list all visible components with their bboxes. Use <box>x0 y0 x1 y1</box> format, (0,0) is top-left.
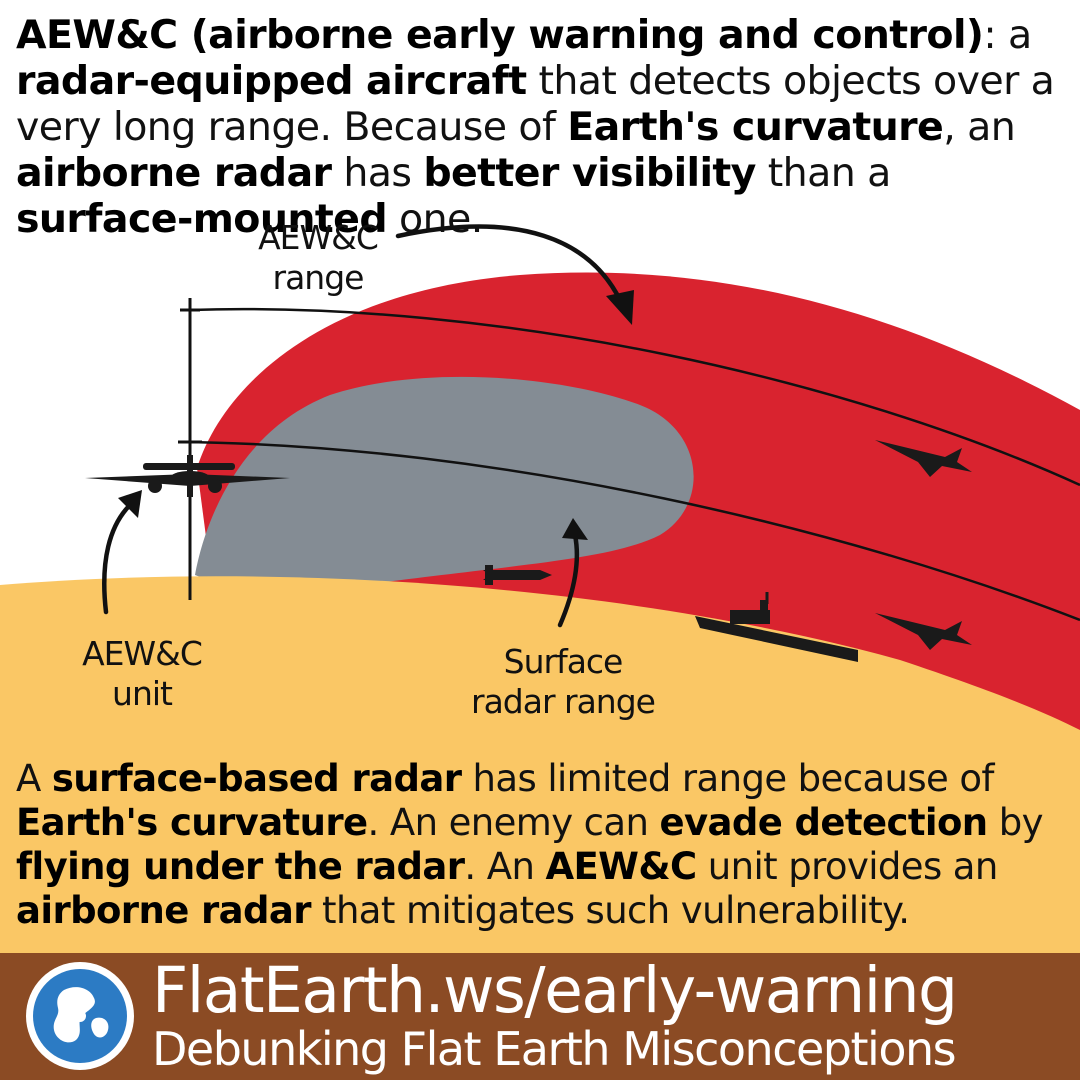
label-surface-radar-range: Surface radar range <box>471 642 656 721</box>
surface-radar-range-area <box>195 376 694 600</box>
enemy-jet-icon <box>875 440 972 477</box>
aewc-sight-line <box>189 307 1080 487</box>
arrowhead <box>118 490 142 518</box>
site-tagline: Debunking Flat Earth Misconceptions <box>152 1022 957 1076</box>
radar-mast-icon <box>178 298 202 600</box>
arrow-surface-range-icon <box>557 532 580 628</box>
enemy-jet-icon <box>875 613 972 650</box>
missile-icon <box>483 565 552 585</box>
earth-surface <box>0 576 1080 953</box>
intro-paragraph: AEW&C (airborne early warning and contro… <box>16 12 1055 242</box>
explanation-paragraph: A surface-based radar has limited range … <box>16 757 1044 932</box>
globe-logo-icon <box>26 962 134 1070</box>
arrowhead <box>606 290 634 325</box>
label-aewc-unit: AEW&C unit <box>82 634 203 713</box>
footer-bar: FlatEarth.ws/early-warning Debunking Fla… <box>0 953 1080 1080</box>
arrowhead <box>562 518 588 540</box>
arrow-aewc-unit-icon <box>102 502 133 615</box>
arrow-aewc-range-icon <box>395 224 623 303</box>
surface-sight-line <box>179 440 1080 622</box>
warship-icon <box>695 592 858 662</box>
term-aewc: AEW&C (airborne early warning and contro… <box>16 12 984 58</box>
aewc-aircraft-icon <box>85 455 290 497</box>
site-url: FlatEarth.ws/early-warning <box>152 954 958 1027</box>
label-aewc-range: AEW&C range <box>258 218 379 297</box>
